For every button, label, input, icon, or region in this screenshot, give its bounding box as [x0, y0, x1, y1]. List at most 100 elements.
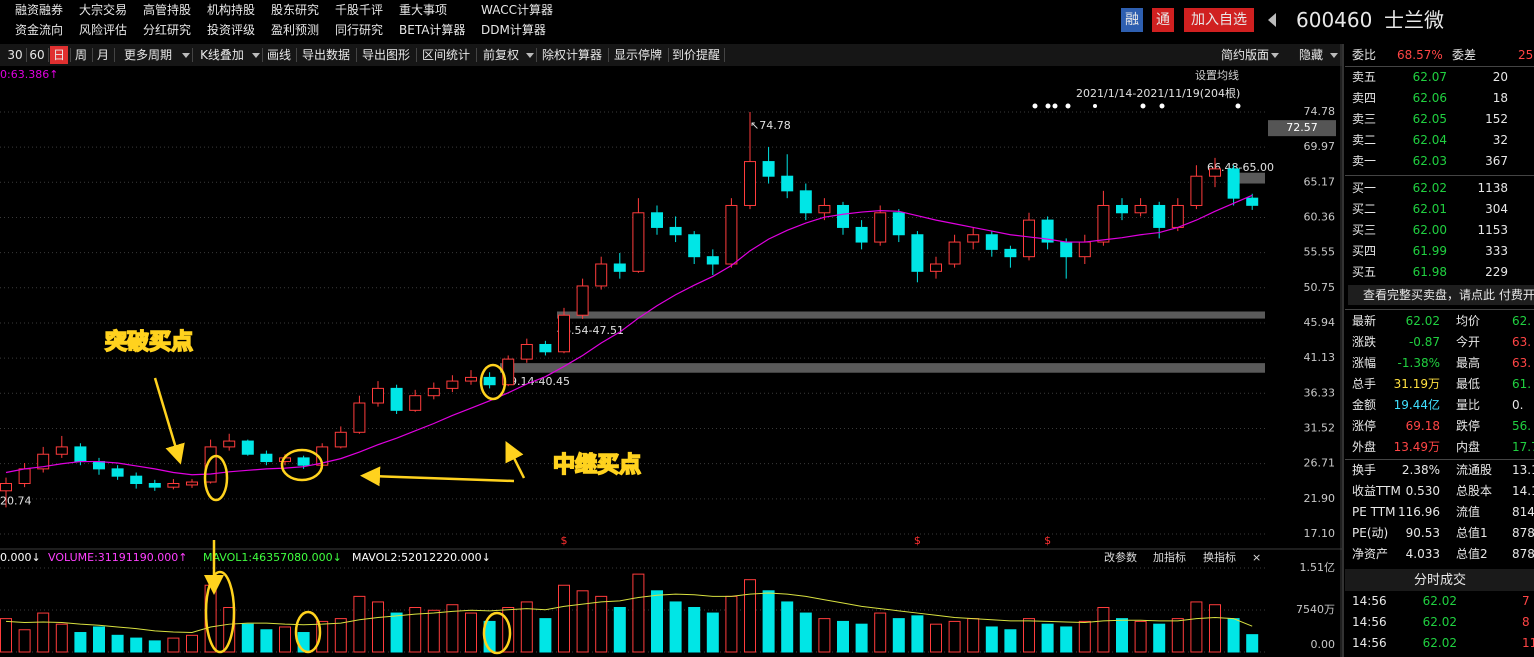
volume-button[interactable]: 改参数: [1104, 550, 1137, 564]
candle-body: [520, 343, 533, 360]
candle-body: [892, 212, 905, 236]
volume-bar: [688, 606, 701, 653]
candle-body: [297, 457, 310, 466]
volume-bar: [1190, 601, 1203, 653]
annotation: 突破买点: [105, 330, 193, 355]
ma-line: [5, 194, 1253, 476]
ask-price: 62.04: [1412, 133, 1447, 147]
divider: [1345, 66, 1534, 67]
y-tick-label: 26.71: [1304, 457, 1336, 470]
candle-body: [874, 212, 887, 243]
stat-label: 涨跌: [1352, 335, 1377, 349]
candle-body: [1134, 204, 1147, 214]
bid-price: 61.99: [1412, 244, 1447, 258]
volume-bar: [576, 590, 589, 653]
candle-body: [985, 234, 998, 250]
volume-bar: [37, 612, 50, 653]
candle-body: [241, 440, 254, 455]
volume-bar: [74, 632, 87, 653]
stat-label: 今开: [1456, 335, 1481, 349]
stat-value: 14.16: [1512, 484, 1534, 498]
stat-value: 116.96: [1398, 505, 1440, 519]
ratio-value: 68.57%: [1397, 48, 1443, 62]
bid-price: 61.98: [1412, 265, 1447, 279]
support-zone: [1230, 172, 1265, 184]
support-zone: [557, 311, 1265, 319]
ask-volume: 32: [1492, 133, 1508, 147]
range-label: 2021/1/14-2021/11/19(204根): [1076, 86, 1240, 100]
ratio-label: 委差: [1452, 48, 1477, 62]
candle-body: [669, 226, 682, 236]
event-marker: $: [561, 534, 568, 547]
candle-body: [204, 446, 217, 483]
stat-value: 90.53: [1405, 526, 1440, 540]
volume-button[interactable]: 加指标: [1153, 550, 1186, 564]
y-tick-label: 21.90: [1304, 492, 1336, 505]
volume-bar: [279, 626, 291, 653]
ask-label: 卖四: [1352, 91, 1377, 105]
full-book-link[interactable]: 查看完整买卖盘，请点此 付费开: [1363, 288, 1534, 302]
stat-label: 总值2: [1456, 547, 1488, 561]
volume-bar: [669, 601, 682, 653]
volume-button[interactable]: 换指标: [1203, 550, 1236, 564]
volume-bar: [372, 601, 384, 653]
volume-bar: [334, 618, 347, 653]
stat-value: 13.12: [1512, 463, 1534, 477]
stat-label: PE(动): [1352, 526, 1389, 540]
volume-bar: [855, 623, 868, 653]
bid-price: 62.00: [1412, 223, 1447, 237]
volume-bar: [762, 590, 775, 653]
ask-price: 62.03: [1412, 154, 1447, 168]
stat-value: 62.: [1512, 314, 1532, 328]
tick-price: 62.02: [1422, 636, 1457, 650]
event-marker: $: [914, 534, 921, 547]
volume-bar: [1097, 606, 1110, 653]
candle-body: [167, 482, 180, 488]
volume-button[interactable]: ×: [1252, 551, 1261, 564]
y-tick-label: 60.36: [1304, 210, 1336, 223]
stat-label: PE TTM: [1352, 505, 1396, 519]
volume-bar: [241, 623, 254, 653]
ask-volume: 367: [1485, 154, 1508, 168]
candle-body: [725, 204, 738, 265]
stat-value: 0.: [1512, 398, 1524, 412]
volume-bar: [1060, 626, 1073, 653]
volume-bar: [799, 612, 812, 653]
stat-value: 878: [1512, 526, 1534, 540]
tick-time: 14:56: [1352, 636, 1387, 650]
candle-body: [130, 475, 143, 484]
volume-bar: [613, 606, 626, 653]
candle-body: [1023, 219, 1035, 258]
volume-bar: [1246, 634, 1259, 653]
ma-label: 0:63.386↑: [0, 68, 58, 81]
y-tick-label: 65.17: [1304, 175, 1336, 188]
candle-body: [558, 314, 570, 353]
volume-bar: [316, 620, 329, 653]
volume-bar: [390, 612, 403, 653]
volume-label: MAVOL1:46357080.000↓: [203, 551, 342, 564]
candle-body: [186, 481, 198, 486]
bid-volume: 304: [1485, 202, 1508, 216]
candle-body: [0, 482, 12, 492]
stat-label: 涨幅: [1352, 356, 1377, 370]
candle-body: [372, 387, 384, 404]
stat-value: -1.38%: [1397, 356, 1440, 370]
ticks-title: 分时成交: [1413, 572, 1467, 588]
volume-ma-line: [5, 592, 1253, 634]
volume-bar: [111, 634, 124, 653]
ma-setting: 设置均线: [1195, 68, 1239, 82]
volume-bar: [651, 590, 663, 653]
tick-price: 62.02: [1422, 615, 1457, 629]
stat-label: 最低: [1456, 377, 1481, 391]
ask-volume: 18: [1492, 91, 1508, 105]
zone-label: 66.48-65.00: [1207, 161, 1274, 174]
stat-label: 换手: [1352, 463, 1377, 477]
volume-bar: [55, 623, 68, 653]
ask-label: 卖三: [1352, 112, 1377, 126]
volume-bar: [1023, 618, 1035, 653]
bid-volume: 1138: [1477, 181, 1508, 195]
candle-body: [837, 204, 849, 228]
volume-bar: [1227, 618, 1240, 653]
stat-value: 878: [1512, 547, 1534, 561]
